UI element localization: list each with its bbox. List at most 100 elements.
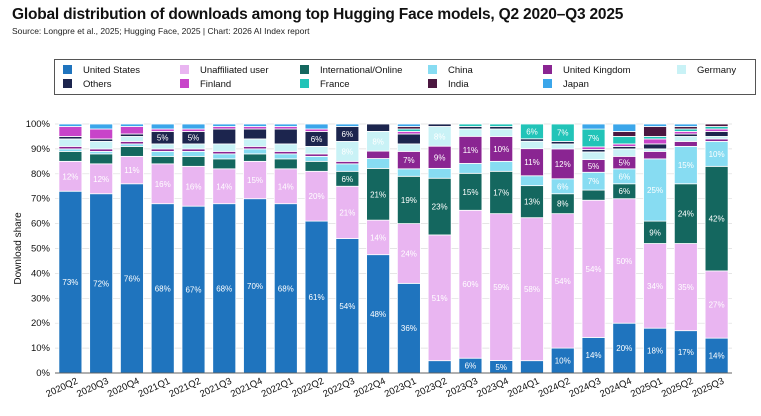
data-label: 15% <box>247 176 263 185</box>
x-tick-label: 2025Q2 <box>660 376 695 400</box>
legend-swatch <box>677 65 686 74</box>
data-label: 54% <box>586 265 602 274</box>
chart-title: Global distribution of downloads among t… <box>12 6 624 23</box>
legend-swatch <box>428 79 437 88</box>
legend-label: France <box>320 79 350 90</box>
x-tick-label: 2025Q1 <box>629 376 664 400</box>
legend-label: Japan <box>563 79 589 90</box>
bar-segment-international-online <box>181 155 206 167</box>
data-label: 8% <box>342 147 354 156</box>
y-tick-label: 70% <box>31 194 51 205</box>
legend-item-others: Others <box>63 79 112 90</box>
data-label: 34% <box>647 282 663 291</box>
bar-segment-japan <box>643 123 667 127</box>
bar-segment-japan <box>581 123 606 130</box>
bar-segment-others <box>243 128 267 140</box>
bar-segment-germany <box>58 138 83 147</box>
bar-segment-india <box>643 126 667 137</box>
legend-label: International/Online <box>320 65 403 76</box>
data-label: 25% <box>647 186 663 195</box>
legend-item-international-online: International/Online <box>300 65 402 76</box>
bar-segment-united-kingdom <box>643 150 667 160</box>
bar-segment-japan <box>58 123 83 127</box>
bar-segment-international-online <box>58 150 83 162</box>
data-label: 42% <box>709 215 725 224</box>
data-label: 70% <box>247 282 263 291</box>
data-label: 17% <box>678 348 694 357</box>
data-label: 9% <box>649 228 661 237</box>
data-label: 20% <box>309 192 325 201</box>
bar-segment-germany <box>520 140 544 150</box>
legend-label: United Kingdom <box>563 65 631 76</box>
bar-segment-united-states <box>520 360 544 374</box>
data-label: 54% <box>555 277 571 286</box>
bar-segment-others <box>366 123 391 132</box>
bar-segment-others <box>212 128 237 145</box>
data-label: 11% <box>124 166 139 175</box>
bar-segment-china <box>181 150 206 157</box>
data-label: 11% <box>524 158 539 167</box>
y-tick-label: 90% <box>31 144 51 155</box>
bar-segment-others <box>704 131 729 137</box>
legend-item-india: India <box>428 79 469 90</box>
data-label: 14% <box>709 352 725 361</box>
data-label: 72% <box>93 279 109 288</box>
legend-label: India <box>448 79 469 90</box>
legend-swatch <box>543 65 552 74</box>
legend-item-germany: Germany <box>677 65 736 76</box>
bar-segment-china <box>366 158 391 169</box>
data-label: 6% <box>342 175 354 184</box>
data-label: 27% <box>709 301 725 310</box>
bar-segment-japan <box>612 123 637 132</box>
x-tick-label: 2022Q1 <box>260 376 295 400</box>
legend-item-finland: Finland <box>180 79 231 90</box>
bar-segment-japan <box>304 123 329 130</box>
x-tick-label: 2021Q2 <box>167 376 202 400</box>
data-label: 61% <box>309 293 325 302</box>
bar-segment-japan <box>273 123 298 127</box>
legend-item-japan: Japan <box>543 79 589 90</box>
legend-label: Others <box>83 79 112 90</box>
data-label: 16% <box>155 180 171 189</box>
y-tick-label: 100% <box>26 119 51 130</box>
legend-swatch <box>300 79 309 88</box>
bar-segment-international-online <box>273 158 298 170</box>
x-tick-label: 2025Q3 <box>691 376 726 400</box>
data-label: 5% <box>188 134 200 143</box>
data-label: 16% <box>185 182 201 191</box>
bar-segment-finland <box>89 128 114 140</box>
bar-segment-finland <box>120 126 144 135</box>
bar-segment-germany <box>120 136 144 142</box>
y-tick-label: 20% <box>31 318 51 329</box>
data-label: 7% <box>588 177 600 186</box>
data-label: 11% <box>463 146 478 155</box>
data-label: 8% <box>434 132 446 141</box>
bar-segment-china <box>273 153 298 160</box>
data-label: 10% <box>709 150 725 159</box>
bar-segment-finland <box>643 138 667 145</box>
bar-segment-finland <box>58 126 83 137</box>
legend-item-france: France <box>300 79 350 90</box>
x-tick-label: 2022Q2 <box>291 376 326 400</box>
bar-segment-united-states <box>427 360 452 374</box>
data-label: 6% <box>557 182 569 191</box>
x-tick-label: 2020Q4 <box>106 376 141 400</box>
data-label: 6% <box>311 135 323 144</box>
bar-segment-japan <box>335 123 360 127</box>
data-label: 17% <box>493 188 509 197</box>
bar-segment-france <box>612 136 637 145</box>
data-label: 6% <box>619 172 631 181</box>
data-label: 6% <box>465 362 477 371</box>
bar-segment-japan <box>150 123 175 130</box>
data-label: 6% <box>342 130 354 139</box>
data-label: 10% <box>493 145 509 154</box>
data-label: 36% <box>401 324 417 333</box>
data-label: 8% <box>557 200 569 209</box>
data-label: 14% <box>586 351 602 360</box>
x-tick-label: 2022Q4 <box>352 376 387 400</box>
bar-segment-china <box>212 153 237 160</box>
bar-segment-germany <box>396 143 421 152</box>
data-label: 6% <box>619 187 631 196</box>
bar-segment-china <box>150 150 175 157</box>
